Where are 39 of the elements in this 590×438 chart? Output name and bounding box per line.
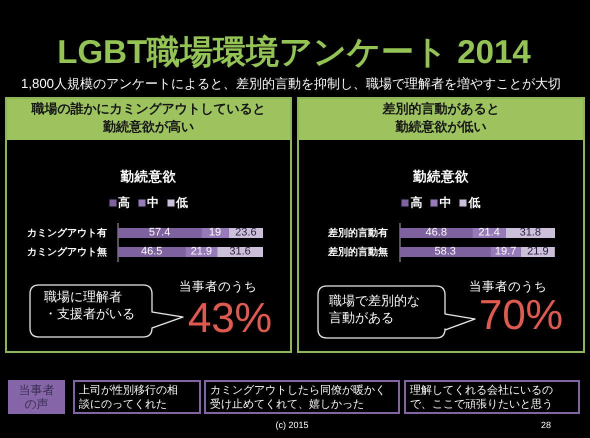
data-label: 21.4 xyxy=(478,226,500,238)
data-label: 23.6 xyxy=(235,226,257,238)
y-tick-label: カミングアウト有 xyxy=(27,226,107,240)
data-label: 46.5 xyxy=(140,246,162,258)
text: 職場で差別的な言動がある xyxy=(329,293,420,327)
legend-label: 低 xyxy=(468,194,480,212)
chart-subtitle: 勤続意欲 xyxy=(413,168,469,186)
chart-subtitle: 勤続意欲 xyxy=(120,168,176,186)
data-label: 21.9 xyxy=(527,246,549,258)
text: (c) 2015 xyxy=(275,420,309,430)
data-label: 46.8 xyxy=(426,226,447,238)
text: 上司が性別移行の相談にのってくれた xyxy=(79,384,178,410)
data-label: 19 xyxy=(208,226,222,238)
y-tick-label: カミングアウト無 xyxy=(27,246,107,259)
text: 1,800人規模のアンケートによると、差別的言動を抑制し、職場で理解者を増やすことが大切 xyxy=(20,75,562,93)
y-tick-label: 差別的言動無 xyxy=(328,245,388,259)
data-label: 58.3 xyxy=(434,246,456,258)
legend-label: 低 xyxy=(176,194,188,212)
text: 理解してくれる会社にいるので、ここで頑張りたいと思う xyxy=(410,384,553,410)
data-label: 19.7 xyxy=(494,246,516,258)
data-label: 21.9 xyxy=(190,246,212,258)
chart-title: 差別的言動があると勤続意欲が低い xyxy=(382,101,500,137)
data-label: 31.6 xyxy=(229,246,251,258)
data-label: 31.8 xyxy=(520,226,542,238)
text: 43% xyxy=(188,294,272,341)
y-tick-label: 差別的言動有 xyxy=(328,226,388,240)
chart-title: 職場の誰かにカミングアウトしていると勤続意欲が高い xyxy=(32,101,266,137)
text: 当事者のうち xyxy=(179,278,257,296)
text: 28 xyxy=(540,420,552,430)
legend-label: 高 xyxy=(118,194,130,212)
legend-label: 高 xyxy=(410,194,422,212)
text: カミングアウトしたら同僚が暖かく受け止めてくれて、嬉しかった xyxy=(210,384,386,410)
text: 当事者のうち xyxy=(469,278,547,296)
legend-label: 中 xyxy=(440,194,452,212)
text: 職場に理解者・支援者がいる xyxy=(44,289,135,323)
text: 当事者の声 xyxy=(18,383,54,411)
data-label: 57.4 xyxy=(148,226,170,238)
legend-label: 中 xyxy=(147,194,159,212)
text: LGBT職場環境アンケート 2014 xyxy=(57,33,531,70)
